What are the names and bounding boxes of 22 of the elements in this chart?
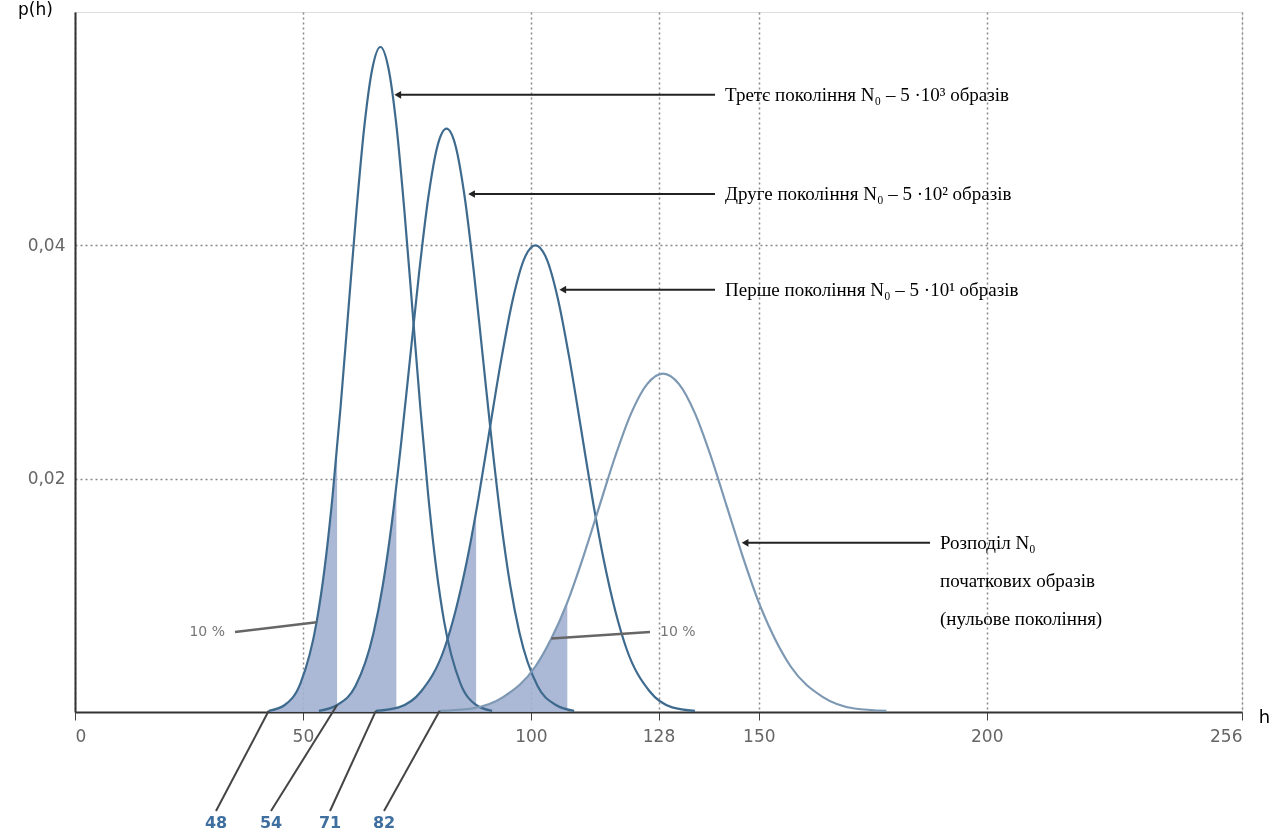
y-tick-label: 0,02 <box>27 468 66 489</box>
x-tick-label: 50 <box>292 725 315 746</box>
annotation: 54 <box>259 813 283 832</box>
annotation: 71 <box>318 813 342 832</box>
x-axis-title: h <box>1258 705 1271 727</box>
x-tick-label: 128 <box>642 725 676 746</box>
annotation: Перше покоління N₀ – 5 ·10¹ образів <box>725 278 1019 300</box>
annotation: 10 % <box>660 623 696 639</box>
annotation: Друге покоління N₀ – 5 ·10² образів <box>725 183 1012 204</box>
y-axis-title: p(h) <box>18 0 53 19</box>
y-tick-label: 0,04 <box>27 234 66 255</box>
x-tick-label: 150 <box>743 725 776 746</box>
x-tick-label: 0 <box>75 725 87 746</box>
x-tick-label: 256 <box>1210 725 1243 746</box>
annotation: Розподіл N₀ початкових образів (нульове покоління) <box>940 531 1103 630</box>
line-series <box>438 372 888 712</box>
annotation: Третє покоління N₀ – 5 ·10³ образів <box>725 83 1010 105</box>
annotation: 10 % <box>189 623 225 639</box>
annotation: 48 <box>204 813 228 832</box>
x-tick-label: 200 <box>970 725 1004 746</box>
x-tick-label: 100 <box>515 725 548 746</box>
annotation: 82 <box>372 813 396 832</box>
